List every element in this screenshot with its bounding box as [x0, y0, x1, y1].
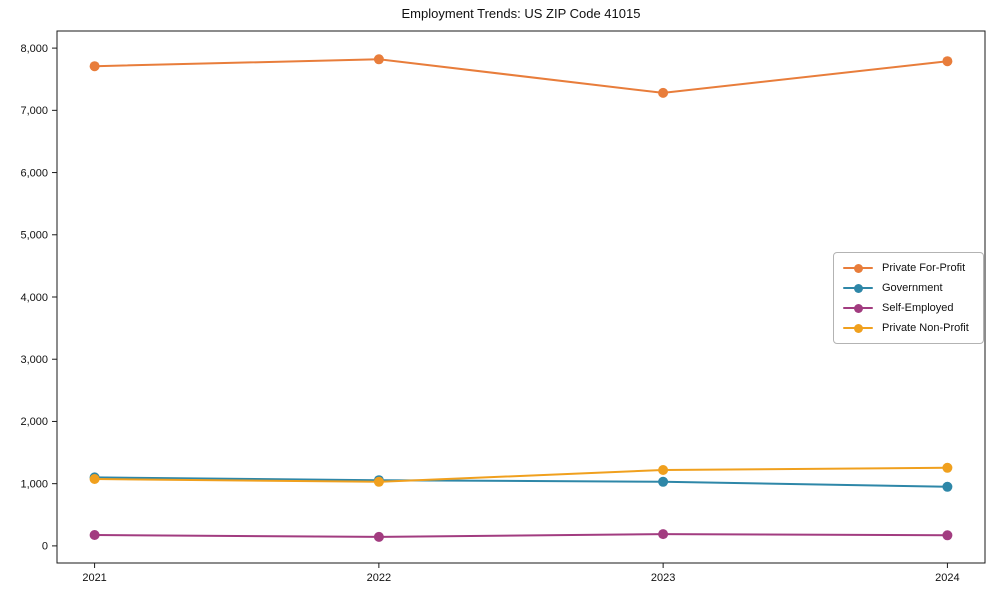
- legend-label: Private For-Profit: [882, 262, 966, 274]
- series-line-3: [94, 466, 948, 483]
- series-line-1: [94, 476, 948, 488]
- x-tick-label: 2021: [82, 572, 106, 584]
- legend-entry: Government: [843, 281, 974, 295]
- x-tick-label: 2022: [367, 572, 391, 584]
- legend-label: Self-Employed: [882, 302, 954, 314]
- legend-line-marker-swatch: [843, 321, 873, 335]
- y-tick-label: 4,000: [20, 292, 48, 304]
- legend-label: Private Non-Profit: [882, 322, 969, 334]
- legend-entry: Private For-Profit: [843, 261, 974, 275]
- series-marker-3: [658, 465, 669, 475]
- series-marker-0: [89, 61, 100, 72]
- series-marker-0: [942, 56, 953, 67]
- legend-entry: Self-Employed: [843, 301, 974, 315]
- y-tick-label: 0: [42, 541, 48, 553]
- series-line-2: [94, 533, 948, 538]
- series-marker-2: [942, 530, 953, 541]
- series-marker-1: [658, 476, 669, 487]
- y-tick-label: 1,000: [20, 478, 48, 490]
- chart-title: Employment Trends: US ZIP Code 41015: [401, 6, 641, 21]
- series-line-0: [94, 58, 948, 94]
- y-tick-label: 2,000: [20, 416, 48, 428]
- x-tick-label: 2023: [651, 572, 675, 584]
- y-tick-label: 3,000: [20, 354, 48, 366]
- series-marker-0: [373, 54, 384, 65]
- legend-entry: Private Non-Profit: [843, 321, 974, 335]
- series-marker-2: [373, 531, 384, 542]
- y-tick-label: 6,000: [20, 167, 48, 179]
- series-marker-3: [942, 462, 953, 473]
- legend-line-marker-swatch: [843, 281, 873, 295]
- series-marker-2: [89, 530, 100, 540]
- legend-line-marker-swatch: [843, 301, 873, 315]
- series-marker-3: [373, 476, 384, 487]
- legend-label: Government: [882, 282, 943, 294]
- series-marker-0: [658, 87, 669, 98]
- y-tick-label: 8,000: [20, 43, 48, 55]
- series-marker-3: [89, 474, 100, 484]
- legend-line-marker-swatch: [843, 261, 873, 275]
- series-marker-1: [942, 481, 953, 492]
- series-marker-2: [658, 529, 669, 540]
- y-tick-label: 5,000: [20, 230, 48, 242]
- legend-box: Private For-Profit Government Self-Employe…: [833, 252, 984, 344]
- y-tick-label: 7,000: [20, 105, 48, 117]
- x-tick-label: 2024: [935, 572, 959, 584]
